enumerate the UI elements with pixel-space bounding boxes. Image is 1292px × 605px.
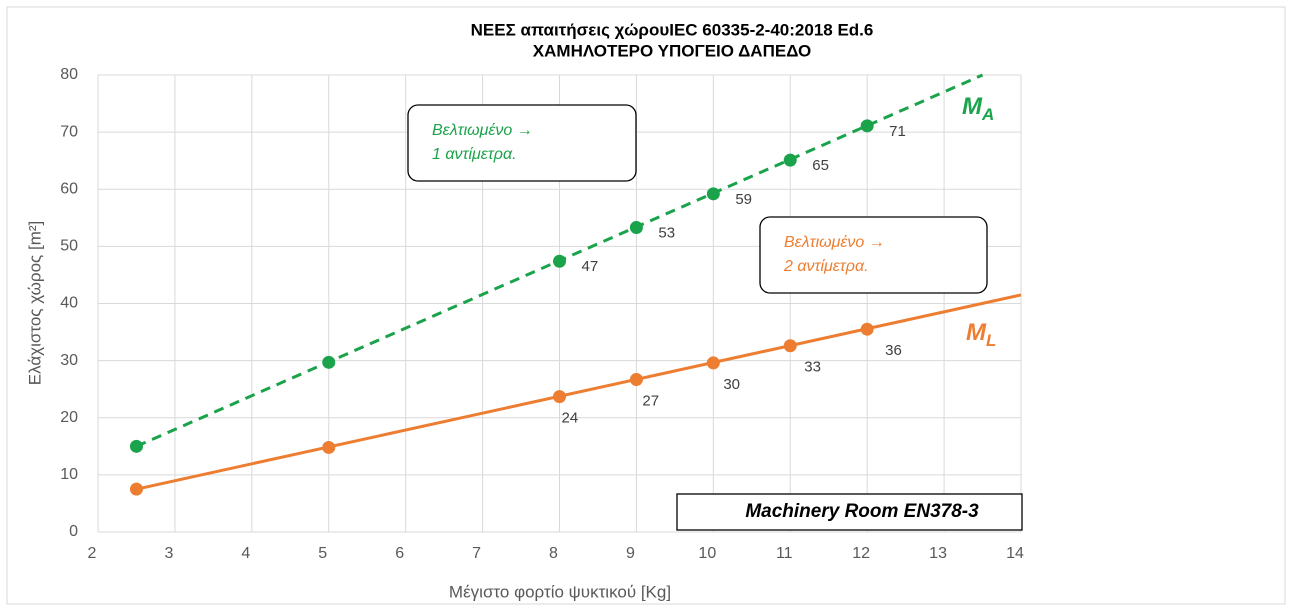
data-label: 27 [642, 392, 659, 409]
x-tick-label: 5 [318, 545, 327, 562]
x-tick-label: 13 [929, 545, 947, 562]
data-label: 24 [562, 410, 579, 427]
annotation-text: Machinery Room EN378-3 [745, 501, 979, 522]
y-tick-label: 60 [60, 180, 78, 197]
x-tick-label: 2 [88, 545, 97, 562]
x-tick-label: 3 [164, 545, 173, 562]
y-tick-label: 50 [60, 238, 78, 255]
data-point [129, 482, 143, 496]
x-tick-label: 7 [472, 545, 481, 562]
y-tick-label: 10 [60, 466, 78, 483]
data-point [783, 153, 797, 167]
annotation-box [676, 493, 1023, 531]
y-tick-label: 70 [60, 123, 78, 140]
y-tick-label: 40 [60, 295, 78, 312]
data-point [553, 254, 566, 268]
data-point [706, 356, 720, 370]
annotation-text: Βελτιωμένο → [784, 234, 885, 251]
x-axis-label: Μέγιστο φορτίο ψυκτικού [Kg] [449, 582, 671, 601]
series-label: ML [966, 319, 996, 350]
x-tick-label: 11 [776, 545, 793, 562]
data-point [322, 355, 336, 369]
data-label: 53 [658, 224, 675, 241]
annotation-text: 2 αντίμετρα. [783, 258, 869, 275]
data-label: 33 [804, 359, 821, 376]
data-label: 59 [735, 191, 752, 208]
data-label: 47 [582, 258, 599, 275]
x-tick-label: 12 [852, 545, 870, 562]
data-point [553, 390, 566, 404]
data-point [129, 439, 143, 453]
x-tick-label: 9 [626, 545, 635, 562]
data-label: 65 [812, 157, 829, 174]
data-point [706, 187, 720, 201]
series-label: MA [962, 93, 994, 124]
annotation-text: Βελτιωμένο → [432, 122, 533, 139]
data-point [860, 322, 874, 336]
data-point [783, 339, 797, 353]
data-label: 36 [885, 342, 902, 359]
chart-border [6, 6, 1286, 605]
y-tick-label: 20 [60, 409, 78, 426]
data-point [629, 372, 643, 386]
annotation-box [759, 216, 988, 294]
y-tick-label: 0 [69, 523, 78, 540]
annotation-text: 1 αντίμετρα. [432, 146, 517, 163]
x-tick-label: 14 [1006, 545, 1024, 562]
annotation-box [407, 104, 637, 182]
x-tick-label: 10 [698, 545, 716, 562]
data-point [629, 221, 643, 235]
y-tick-label: 80 [60, 66, 78, 83]
chart-title: ΝΕΕΣ απαιτήσεις χώρουIEC 60335-2-40:2018… [471, 20, 874, 39]
y-tick-label: 30 [60, 352, 78, 369]
chart-subtitle: ΧΑΜΗΛΟΤΕΡΟ ΥΠΟΓΕΙΟ ΔΑΠΕΔΟ [533, 41, 811, 60]
data-point [860, 119, 874, 133]
data-point [322, 440, 336, 454]
y-axis-label: Ελάχιστος χώρος [m²] [25, 221, 44, 386]
trendline [136, 293, 1022, 491]
x-tick-label: 8 [549, 545, 558, 562]
x-tick-label: 4 [241, 545, 250, 562]
x-tick-label: 6 [395, 545, 404, 562]
data-label: 71 [889, 123, 906, 140]
data-label: 30 [723, 376, 740, 393]
